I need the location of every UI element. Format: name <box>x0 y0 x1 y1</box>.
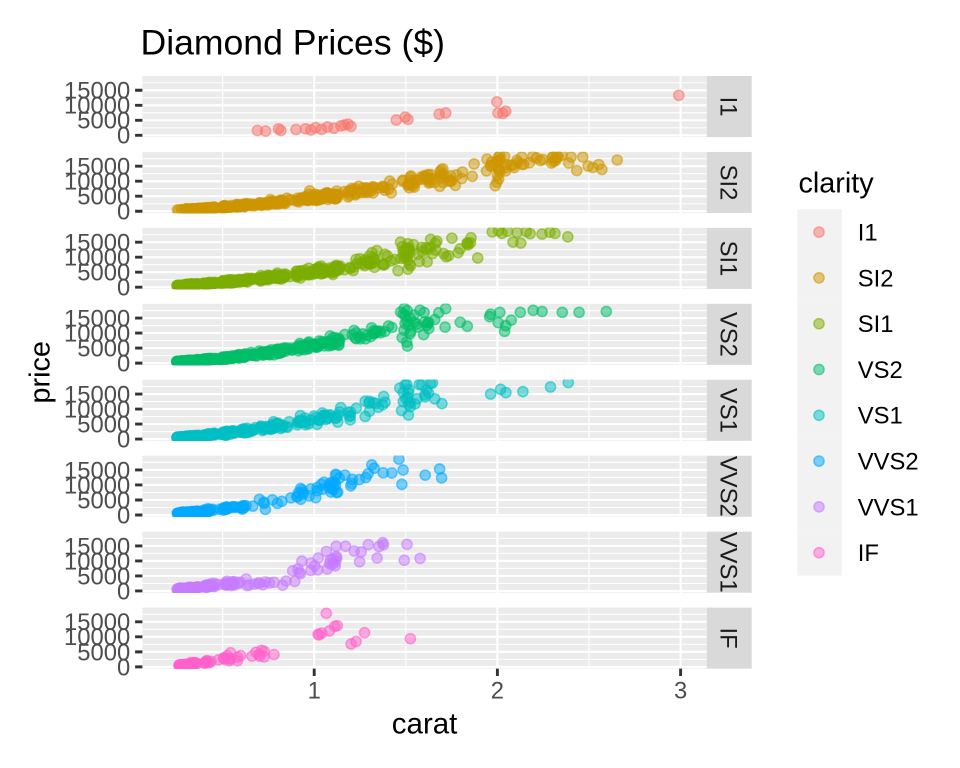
svg-text:Diamond Prices ($): Diamond Prices ($) <box>141 23 445 63</box>
svg-text:I1: I1 <box>858 220 878 247</box>
svg-text:5000: 5000 <box>77 411 130 438</box>
svg-text:SI2: SI2 <box>715 165 742 201</box>
svg-text:15000: 15000 <box>64 78 130 105</box>
svg-text:5000: 5000 <box>77 260 130 287</box>
svg-text:0: 0 <box>117 502 130 529</box>
svg-text:0: 0 <box>117 654 130 681</box>
svg-text:15000: 15000 <box>64 533 130 560</box>
svg-text:SI2: SI2 <box>858 265 894 292</box>
svg-text:carat: carat <box>392 708 458 741</box>
svg-text:5000: 5000 <box>77 184 130 211</box>
svg-text:3: 3 <box>674 678 687 705</box>
svg-text:VS1: VS1 <box>715 388 742 433</box>
svg-text:10000: 10000 <box>64 169 130 196</box>
svg-text:5000: 5000 <box>77 639 130 666</box>
svg-text:10000: 10000 <box>64 472 130 499</box>
svg-text:VVS2: VVS2 <box>858 449 919 476</box>
svg-text:5000: 5000 <box>77 563 130 590</box>
svg-text:1: 1 <box>308 678 321 705</box>
svg-text:VVS1: VVS1 <box>715 532 742 593</box>
svg-text:10000: 10000 <box>64 396 130 423</box>
svg-text:VS2: VS2 <box>858 357 903 384</box>
svg-text:0: 0 <box>117 123 130 150</box>
svg-text:0: 0 <box>117 275 130 302</box>
svg-text:10000: 10000 <box>64 93 130 120</box>
svg-text:10000: 10000 <box>64 624 130 651</box>
svg-text:clarity: clarity <box>799 168 875 200</box>
svg-text:VVS1: VVS1 <box>858 494 919 521</box>
svg-text:SI1: SI1 <box>715 241 742 277</box>
svg-text:5000: 5000 <box>77 336 130 363</box>
svg-text:15000: 15000 <box>64 305 130 332</box>
svg-text:0: 0 <box>117 578 130 605</box>
svg-text:0: 0 <box>117 351 130 378</box>
svg-text:15000: 15000 <box>64 230 130 257</box>
svg-text:10000: 10000 <box>64 548 130 575</box>
svg-text:VVS2: VVS2 <box>715 456 742 517</box>
svg-text:5000: 5000 <box>77 108 130 135</box>
svg-text:VS1: VS1 <box>858 403 903 430</box>
svg-text:10000: 10000 <box>64 245 130 272</box>
svg-text:IF: IF <box>858 540 879 567</box>
svg-text:IF: IF <box>715 628 742 649</box>
svg-text:15000: 15000 <box>64 609 130 636</box>
svg-text:15000: 15000 <box>64 457 130 484</box>
svg-text:0: 0 <box>117 426 130 453</box>
svg-text:price: price <box>25 341 57 403</box>
svg-text:VS2: VS2 <box>715 312 742 357</box>
svg-text:I1: I1 <box>715 97 742 117</box>
svg-text:2: 2 <box>491 678 504 705</box>
svg-text:15000: 15000 <box>64 154 130 181</box>
svg-text:15000: 15000 <box>64 381 130 408</box>
svg-text:5000: 5000 <box>77 487 130 514</box>
svg-text:SI1: SI1 <box>858 311 894 338</box>
svg-text:10000: 10000 <box>64 320 130 347</box>
svg-text:0: 0 <box>117 199 130 226</box>
